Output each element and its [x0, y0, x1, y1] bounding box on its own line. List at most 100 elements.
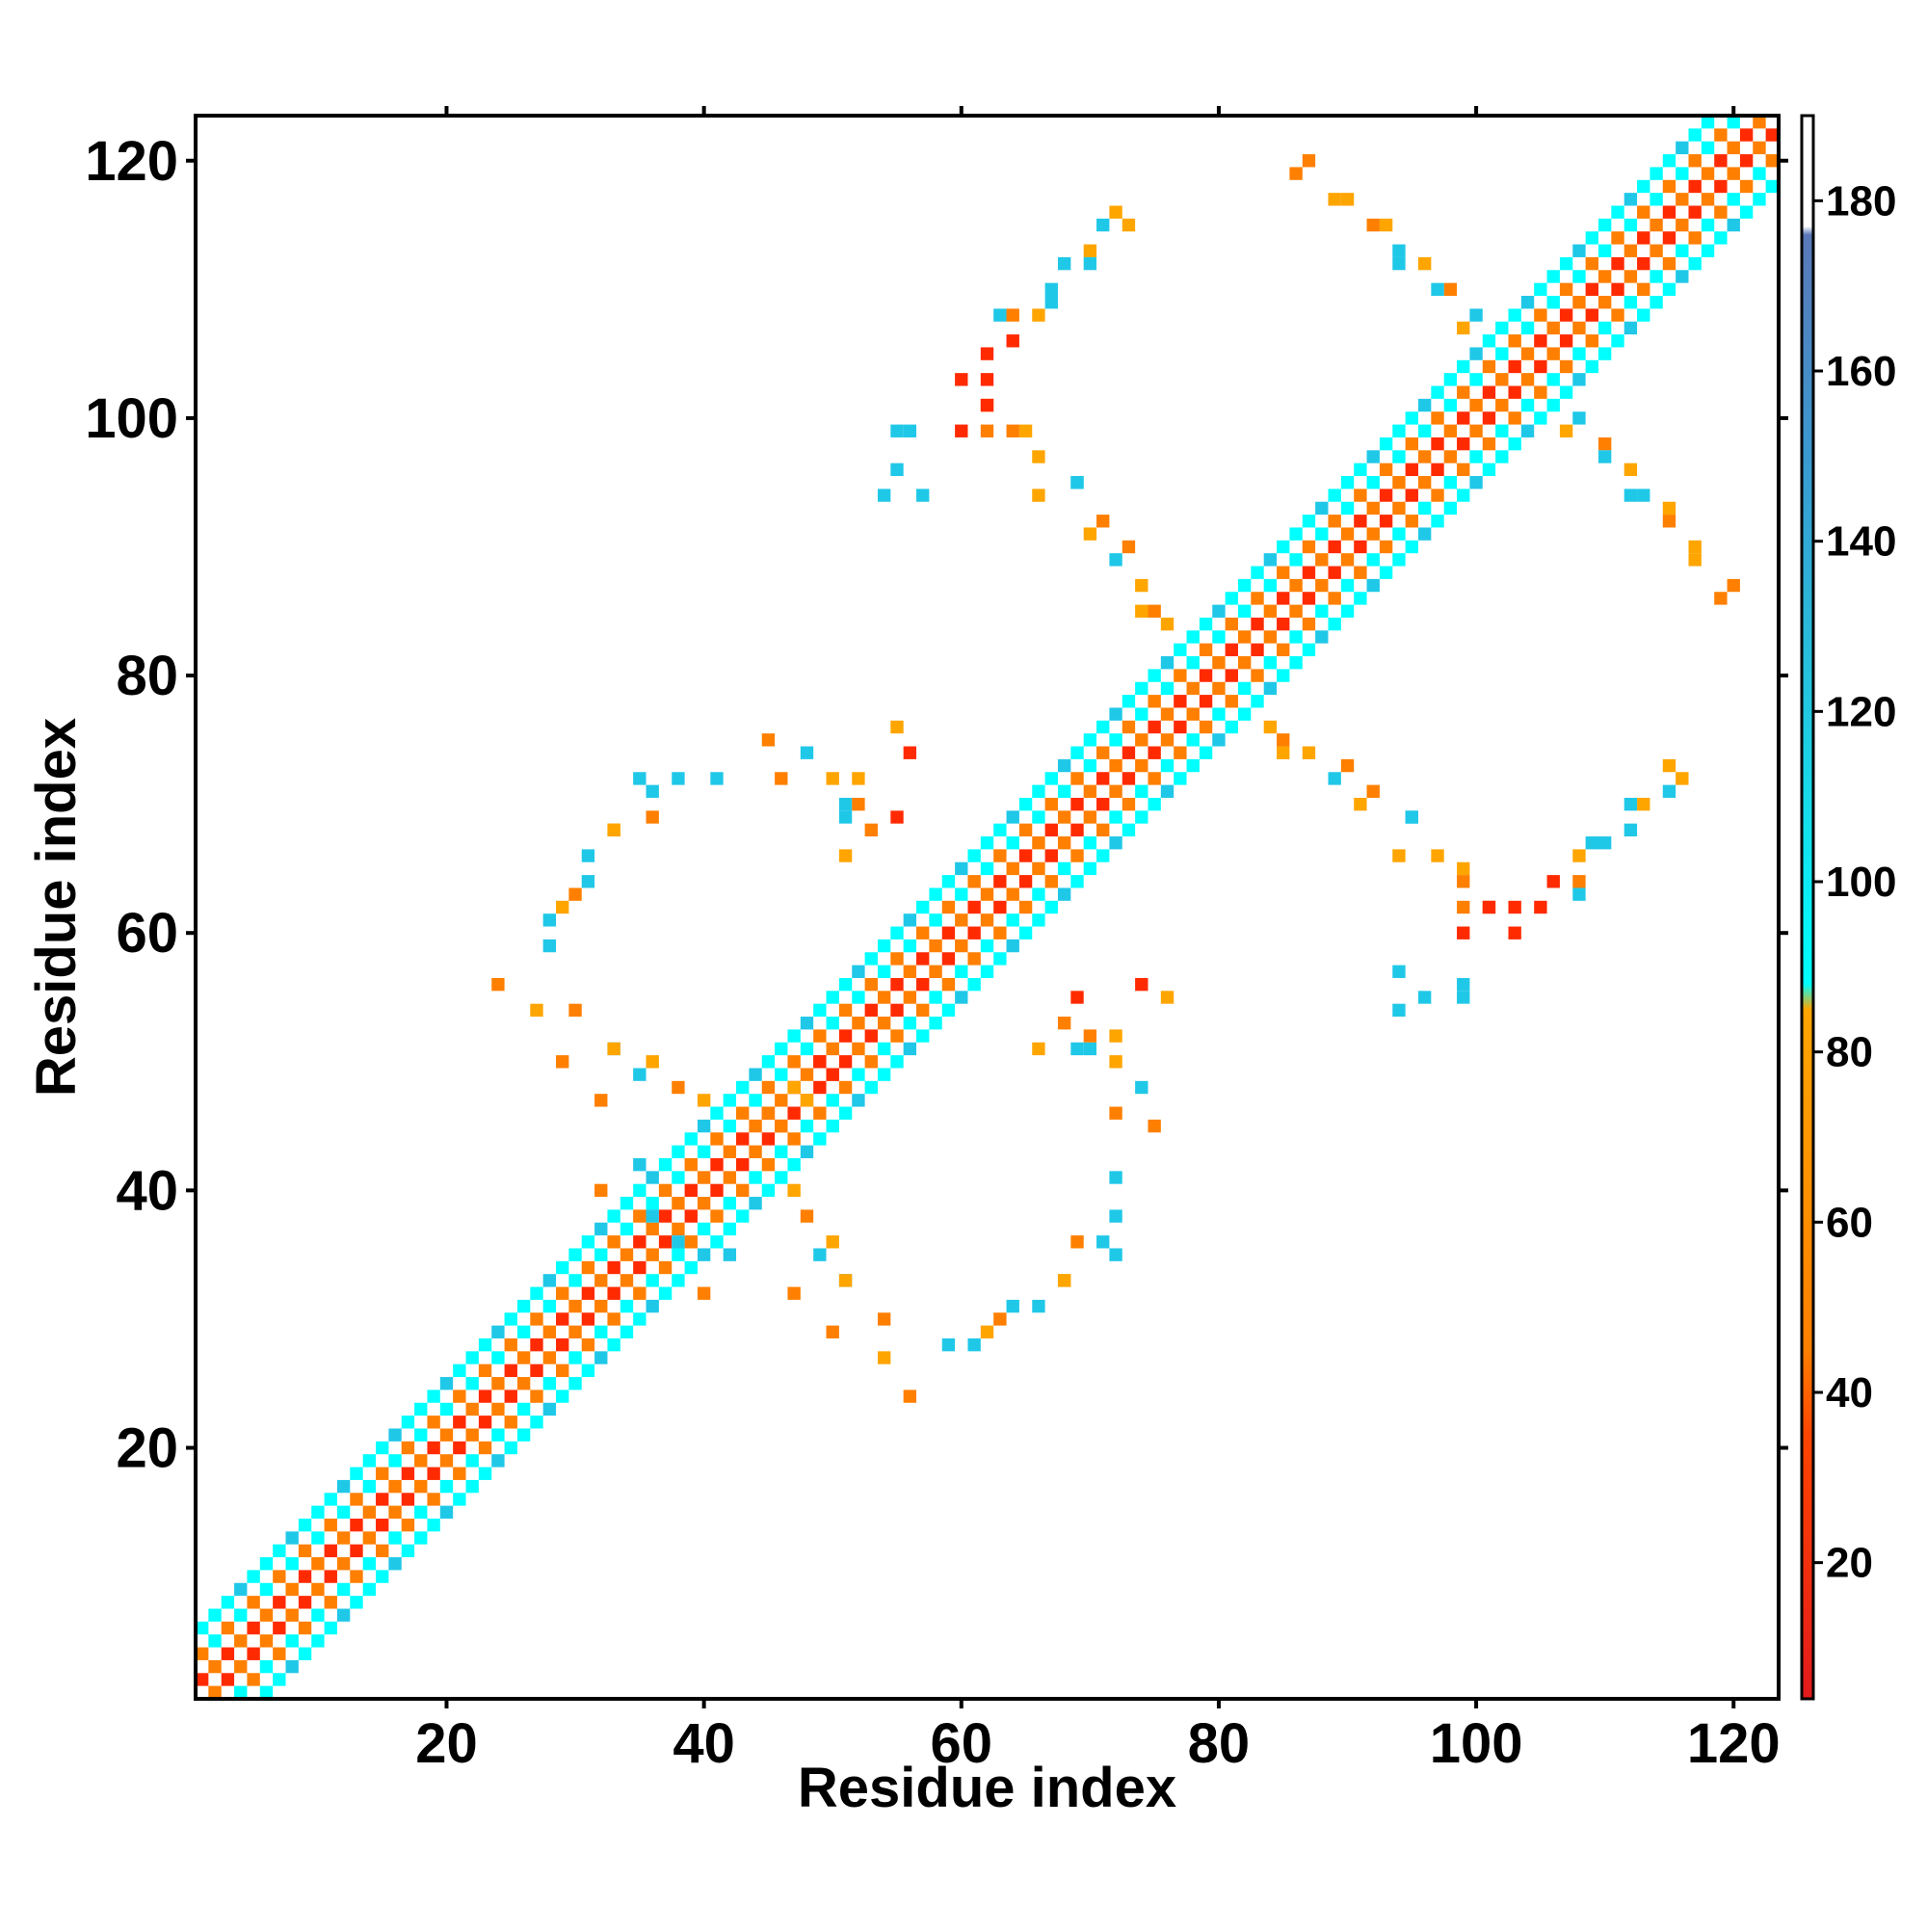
- heatmap-cell: [1520, 347, 1535, 360]
- heatmap-cell: [723, 1145, 737, 1158]
- heatmap-cell: [1277, 566, 1290, 579]
- colorbar-tick-label: 20: [1826, 1540, 1873, 1587]
- heatmap-cell: [1109, 1209, 1122, 1223]
- heatmap-cell: [658, 1260, 673, 1275]
- heatmap-cell: [556, 1286, 569, 1300]
- heatmap-cell: [1083, 1042, 1097, 1056]
- heatmap-cell: [1340, 553, 1355, 567]
- heatmap-cell: [1572, 411, 1586, 425]
- heatmap-cell: [1650, 167, 1663, 180]
- heatmap-cell: [285, 1557, 299, 1571]
- heatmap-cell: [465, 1377, 479, 1390]
- heatmap-cell: [1148, 746, 1161, 759]
- heatmap-cell: [1083, 1029, 1097, 1043]
- heatmap-cell: [1688, 553, 1702, 567]
- heatmap-cell: [697, 1286, 711, 1300]
- heatmap-cell: [813, 1029, 827, 1043]
- heatmap-cell: [1032, 861, 1045, 876]
- heatmap-cell: [684, 1132, 698, 1146]
- heatmap-cell: [658, 1235, 673, 1249]
- heatmap-cell: [723, 1171, 737, 1184]
- heatmap-cell: [1495, 398, 1509, 412]
- heatmap-cell: [877, 1312, 891, 1326]
- heatmap-cell: [594, 1222, 608, 1236]
- heatmap-cell: [1714, 128, 1728, 142]
- x-tick-label: 40: [673, 1712, 735, 1775]
- heatmap-cell: [1328, 772, 1341, 785]
- heatmap-cell: [903, 424, 917, 437]
- heatmap-cell: [658, 1157, 673, 1172]
- heatmap-cell: [336, 1479, 351, 1494]
- heatmap-cell: [877, 1068, 891, 1081]
- heatmap-cell: [736, 1132, 750, 1146]
- heatmap-cell: [530, 1312, 543, 1326]
- heatmap-cell: [1237, 656, 1252, 670]
- heatmap-cell: [787, 1055, 801, 1069]
- heatmap-cell: [324, 1570, 337, 1583]
- heatmap-cell: [285, 1659, 299, 1674]
- heatmap-cell: [1495, 424, 1509, 437]
- heatmap-cell: [1457, 875, 1470, 888]
- heatmap-cell: [1379, 463, 1393, 477]
- heatmap-cell: [1186, 733, 1200, 747]
- heatmap-cell: [672, 1197, 685, 1210]
- x-axis-title: Residue index: [798, 1757, 1176, 1819]
- heatmap-cell: [298, 1647, 312, 1660]
- heatmap-cell: [1650, 296, 1663, 309]
- heatmap-cell: [864, 1055, 878, 1069]
- heatmap-cell: [247, 1621, 260, 1635]
- heatmap-cell: [1251, 695, 1264, 708]
- heatmap-cell: [1753, 141, 1766, 155]
- heatmap-cell: [1148, 604, 1161, 618]
- heatmap-cell: [1597, 218, 1612, 232]
- x-tick-label: 120: [1687, 1712, 1781, 1775]
- heatmap-cell: [1572, 373, 1586, 386]
- heatmap-cell: [1520, 424, 1535, 437]
- heatmap-cell: [1623, 797, 1638, 811]
- heatmap-cell: [1263, 630, 1278, 644]
- axis-ticks: 20 40 60 80 100 120 20 40 60 80 100 120: [85, 106, 1788, 1775]
- heatmap-cell: [1032, 489, 1045, 502]
- heatmap-cell: [1006, 836, 1019, 850]
- heatmap-cell: [1379, 566, 1393, 579]
- heatmap-cell: [311, 1505, 325, 1519]
- heatmap-cell: [1122, 797, 1136, 811]
- heatmap-cell: [388, 1505, 402, 1519]
- heatmap-cell: [838, 1055, 853, 1069]
- heatmap-cell: [1688, 179, 1702, 194]
- heatmap-cell: [633, 1068, 647, 1081]
- heatmap-cell: [388, 1531, 402, 1545]
- heatmap-cell: [568, 887, 582, 901]
- heatmap-cell: [1623, 270, 1638, 283]
- y-tick-label: 20: [116, 1417, 178, 1480]
- heatmap-cell: [568, 1325, 582, 1338]
- heatmap-cell: [684, 1260, 698, 1275]
- heatmap-cell: [1443, 501, 1458, 516]
- heatmap-cell: [1701, 116, 1715, 129]
- heatmap-cell: [1302, 540, 1316, 554]
- heatmap-cell: [311, 1557, 325, 1571]
- heatmap-cell: [1135, 604, 1148, 618]
- heatmap-cell: [736, 1183, 750, 1198]
- heatmap-cell: [1148, 695, 1161, 708]
- heatmap-cell: [813, 1003, 827, 1018]
- heatmap-cell: [1443, 476, 1458, 490]
- heatmap-cell: [672, 1171, 685, 1184]
- heatmap-cell: [594, 1351, 608, 1364]
- heatmap-cell: [1443, 373, 1458, 386]
- heatmap-cell: [1109, 733, 1122, 747]
- heatmap-cell: [1032, 836, 1045, 850]
- heatmap-cell: [388, 1479, 402, 1494]
- heatmap-cell: [1623, 321, 1638, 335]
- heatmap-cell: [775, 1171, 788, 1184]
- heatmap-cell: [273, 1647, 286, 1660]
- heatmap-cell: [890, 977, 904, 992]
- heatmap-cell: [1469, 450, 1483, 463]
- heatmap-cell: [1623, 823, 1638, 837]
- heatmap-cell: [234, 1685, 248, 1699]
- heatmap-cell: [1044, 772, 1058, 785]
- heatmap-cell: [336, 1505, 351, 1519]
- heatmap-cell: [620, 1299, 634, 1313]
- heatmap-cell: [414, 1531, 428, 1545]
